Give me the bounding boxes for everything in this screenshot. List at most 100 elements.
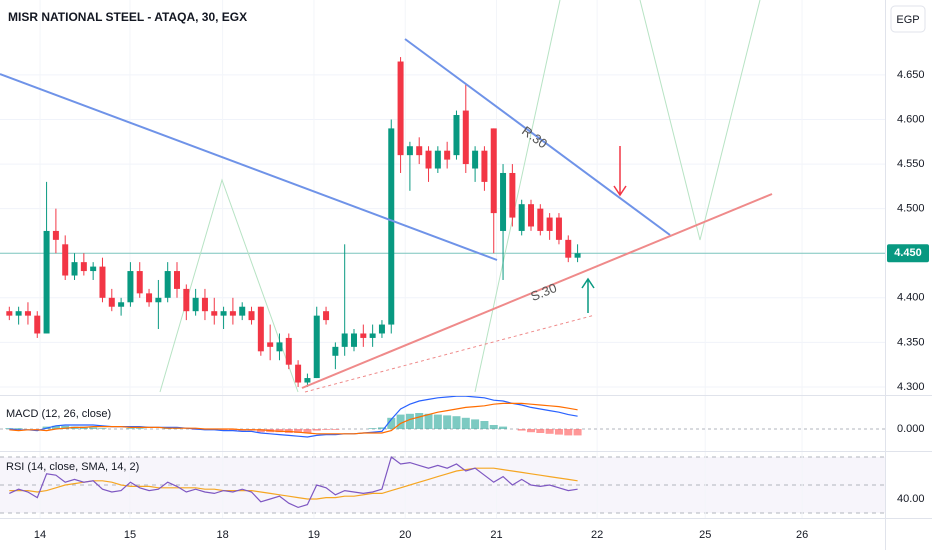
- candle-body: [528, 204, 534, 227]
- x-tick-label: 14: [34, 529, 46, 541]
- macd-histogram-bar: [480, 421, 489, 429]
- y-tick-label: 0.000: [897, 423, 925, 435]
- candle-body: [434, 150, 441, 169]
- candle-body: [43, 230, 50, 334]
- x-tick-label: 26: [796, 529, 808, 541]
- candle-body: [80, 262, 87, 272]
- candle-body: [416, 146, 423, 156]
- y-tick-label: 40.00: [897, 493, 925, 505]
- macd-histogram-bar: [573, 429, 582, 436]
- candle-body: [574, 253, 581, 258]
- macd-label: MACD (12, 26, close): [6, 408, 111, 420]
- candle-body: [406, 146, 413, 156]
- candle-body: [90, 266, 97, 272]
- x-tick-label: 22: [591, 529, 603, 541]
- macd-histogram-bar: [14, 428, 23, 429]
- candle-body: [118, 302, 125, 307]
- macd-histogram-bar: [545, 429, 554, 434]
- candle-body: [192, 297, 199, 312]
- candle-body: [313, 315, 320, 379]
- x-tick-label: 21: [490, 529, 502, 541]
- macd-histogram-bar: [405, 413, 414, 429]
- candle-body: [229, 311, 236, 316]
- candle-body: [108, 297, 115, 307]
- macd-histogram-bar: [228, 429, 237, 431]
- indicator-layer: [5, 395, 582, 509]
- macd-histogram-bar: [461, 417, 470, 429]
- candle-body: [341, 333, 348, 347]
- zigzag-line: [639, 0, 761, 241]
- macd-histogram-bar: [368, 428, 377, 429]
- macd-line: [9, 395, 578, 438]
- y-tick-label: 4.400: [897, 292, 925, 304]
- candle-body: [267, 342, 274, 347]
- y-tick-label: 4.350: [897, 336, 925, 348]
- rsi-sma-line: [9, 467, 578, 500]
- candle-body: [15, 311, 22, 316]
- candle-body: [24, 311, 31, 316]
- candle-body: [490, 128, 497, 214]
- macd-histogram-bar: [51, 425, 60, 429]
- zigzag-drawing: [159, 0, 761, 393]
- rsi-label: RSI (14, close, SMA, 14, 2): [6, 461, 139, 473]
- candle-body: [155, 297, 162, 303]
- macd-histogram-bar: [452, 416, 461, 429]
- currency-button[interactable]: [890, 5, 926, 33]
- macd-histogram-bar: [564, 429, 573, 436]
- trendline: [0, 73, 498, 261]
- up-arrow: [581, 277, 595, 313]
- candle-body: [295, 364, 302, 383]
- macd-histogram-bar: [415, 413, 424, 429]
- last-price-label: 4.450: [894, 247, 922, 259]
- macd-histogram-bar: [135, 428, 144, 429]
- candle-body: [285, 337, 292, 365]
- candle-body: [52, 230, 59, 240]
- candle-body: [220, 311, 227, 316]
- candle-body: [462, 110, 469, 165]
- candle-body: [164, 271, 171, 298]
- macd-histogram-bar: [424, 413, 433, 429]
- candle-body: [136, 271, 143, 294]
- candle-body: [276, 342, 283, 352]
- candle-body: [239, 306, 246, 316]
- macd-histogram-bar: [98, 428, 107, 429]
- candle-body: [248, 311, 255, 321]
- candle-body: [509, 172, 516, 218]
- candle-body: [537, 208, 544, 231]
- candle-body: [555, 217, 562, 240]
- macd-histogram-bar: [294, 429, 303, 433]
- macd-histogram-bar: [499, 426, 508, 429]
- candle-body: [425, 150, 432, 169]
- last-price-tag: [887, 244, 929, 263]
- macd-histogram-bar: [433, 414, 442, 429]
- macd-histogram-bar: [489, 425, 498, 429]
- candle-body: [518, 204, 525, 231]
- macd-histogram-bar: [5, 428, 14, 429]
- candle-body: [34, 315, 41, 334]
- x-tick-label: 19: [308, 529, 320, 541]
- candle-body: [472, 150, 479, 169]
- macd-histogram-bar: [554, 429, 563, 435]
- candle-body: [257, 306, 264, 352]
- macd-histogram-bar: [89, 427, 98, 429]
- trendline: [301, 193, 773, 389]
- y-tick-label: 4.550: [897, 158, 925, 170]
- macd-histogram-bar: [443, 415, 452, 429]
- macd-histogram-bar: [312, 429, 321, 431]
- macd-histogram-bar: [387, 417, 396, 429]
- candle-body: [360, 333, 367, 338]
- candle-body: [369, 333, 376, 338]
- trendline-dashed: [304, 314, 596, 393]
- y-tick-label: 4.500: [897, 203, 925, 215]
- macd-histogram-bar: [256, 429, 265, 433]
- y-tick-label: 4.300: [897, 381, 925, 393]
- macd-histogram-bar: [126, 428, 135, 429]
- candle-body: [99, 266, 106, 298]
- candle-body: [565, 239, 572, 258]
- macd-histogram-bar: [471, 419, 480, 429]
- chart-title: MISR NATIONAL STEEL - ATAQA, 30, EGX: [8, 10, 247, 24]
- macd-histogram-bar: [303, 429, 312, 433]
- candle-body: [211, 311, 218, 316]
- candle-body: [174, 271, 180, 289]
